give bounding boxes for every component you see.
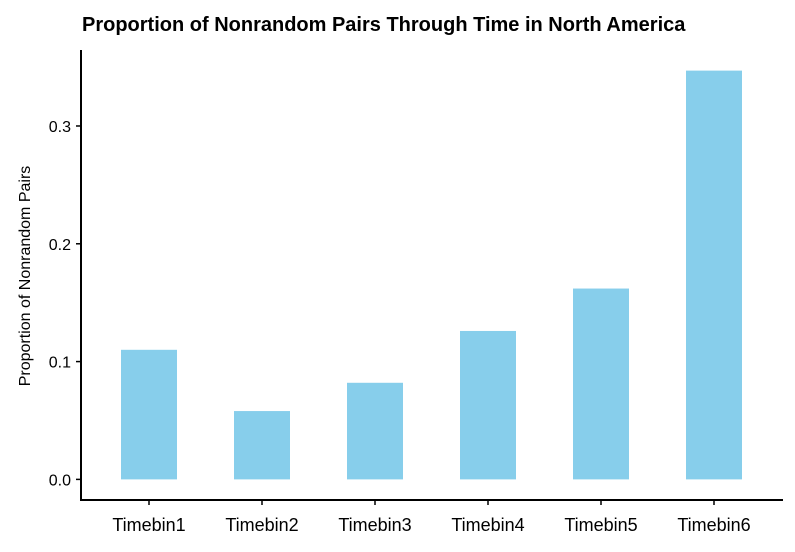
x-tick-label: Timebin6 xyxy=(677,515,750,535)
chart-title: Proportion of Nonrandom Pairs Through Ti… xyxy=(82,14,686,36)
y-tick-label: 0.1 xyxy=(49,355,71,372)
y-tick-label: 0.2 xyxy=(49,237,71,254)
x-axis-ticks: Timebin1 Timebin2 Timebin3 Timebin4 Timebin5… xyxy=(112,500,751,535)
y-tick-label: 0.3 xyxy=(49,119,71,136)
x-tick-label: Timebin5 xyxy=(564,515,637,535)
y-tick-label: 0.0 xyxy=(49,472,71,489)
bar-timebin1 xyxy=(121,349,177,480)
bar-timebin3 xyxy=(347,382,403,480)
bar-timebin5 xyxy=(573,288,629,480)
bar-timebin2 xyxy=(234,411,290,480)
bar-timebin4 xyxy=(460,330,516,480)
bars-group xyxy=(121,70,742,480)
x-tick-label: Timebin1 xyxy=(112,515,185,535)
x-tick-label: Timebin3 xyxy=(338,515,411,535)
bar-timebin6 xyxy=(686,70,742,480)
x-tick-label: Timebin2 xyxy=(225,515,298,535)
y-axis-label: Proportion of Nonrandom Pairs xyxy=(17,166,34,387)
x-tick-label: Timebin4 xyxy=(451,515,524,535)
y-axis-ticks: 0.0 0.1 0.2 0.3 xyxy=(49,119,81,489)
